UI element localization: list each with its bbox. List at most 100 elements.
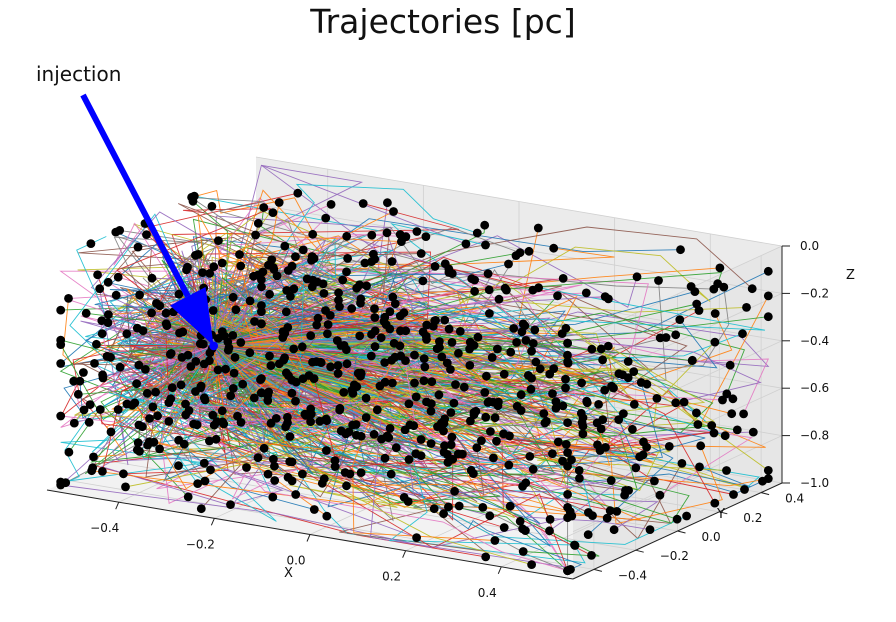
endpoint-496 [494, 397, 503, 407]
endpoint-429 [563, 490, 572, 499]
endpoint-551 [356, 368, 366, 378]
endpoint-423 [102, 351, 112, 361]
endpoint-330 [481, 240, 490, 250]
endpoint-431 [111, 227, 121, 237]
endpoint-625 [385, 424, 395, 433]
endpoint-633 [280, 328, 290, 338]
endpoint-244 [458, 449, 467, 459]
trajectory-606 [213, 331, 551, 427]
endpoint-352 [272, 271, 282, 281]
x-tick-label: 0.0 [286, 554, 305, 568]
endpoint-213 [145, 414, 154, 423]
endpoint-364 [454, 501, 464, 511]
endpoint-608 [268, 263, 278, 272]
endpoint-440 [205, 269, 215, 278]
endpoint-690 [720, 431, 730, 441]
endpoint-571 [521, 478, 531, 488]
endpoint-585 [253, 453, 263, 463]
endpoint-94 [380, 358, 390, 367]
endpoint-180 [281, 307, 291, 317]
endpoint-426 [621, 486, 630, 495]
endpoint-529 [181, 410, 191, 420]
endpoint-8 [455, 327, 465, 336]
injection-arrow [80, 93, 214, 346]
endpoint-357 [56, 411, 66, 421]
endpoint-636 [551, 403, 561, 413]
endpoint-660 [528, 464, 538, 474]
endpoint-376 [270, 461, 279, 471]
grid-line [572, 245, 783, 343]
endpoint-676 [219, 419, 229, 429]
trajectory-657 [153, 345, 568, 572]
endpoint-442 [558, 456, 567, 466]
endpoint-115 [512, 338, 521, 347]
endpoint-322 [454, 348, 463, 358]
endpoint-206 [230, 353, 240, 362]
endpoint-413 [56, 340, 66, 349]
endpoint-145 [485, 511, 495, 521]
y-tick [593, 568, 603, 572]
endpoint-698 [223, 345, 233, 355]
endpoint-37 [103, 277, 113, 287]
endpoint-12 [533, 223, 543, 233]
endpoint-477 [623, 357, 633, 366]
trajectory-530 [106, 345, 327, 451]
endpoint-617 [164, 417, 174, 426]
endpoint-552 [191, 357, 201, 366]
trajectory-685 [197, 283, 606, 404]
endpoint-568 [339, 341, 349, 350]
endpoint-564 [98, 467, 107, 476]
endpoint-174 [399, 308, 409, 318]
endpoint-502 [307, 282, 317, 292]
endpoint-483 [98, 373, 108, 383]
endpoint-661 [504, 259, 513, 269]
endpoint-628 [447, 269, 457, 278]
endpoint-365 [645, 525, 655, 534]
trajectory-470 [213, 183, 478, 347]
endpoint-672 [490, 536, 500, 545]
endpoint-286 [650, 476, 659, 486]
endpoint-591 [548, 389, 557, 398]
endpoint-693 [713, 279, 723, 289]
endpoint-618 [253, 270, 263, 280]
x-tick [402, 550, 407, 558]
endpoint-65 [251, 230, 260, 240]
endpoint-388 [577, 418, 587, 427]
endpoint-148 [236, 338, 246, 347]
endpoint-654 [280, 353, 289, 363]
trajectory-607 [213, 284, 583, 347]
endpoint-461 [636, 378, 646, 387]
endpoint-550 [439, 419, 449, 428]
endpoint-237 [175, 328, 184, 338]
endpoint-696 [618, 370, 628, 380]
trajectory-662 [204, 265, 264, 389]
endpoint-374 [388, 378, 397, 388]
endpoint-626 [298, 245, 308, 255]
endpoint-256 [263, 469, 273, 479]
endpoint-468 [380, 453, 390, 463]
endpoint-353 [427, 377, 437, 387]
y-tick [677, 530, 686, 534]
endpoint-641 [379, 317, 389, 326]
endpoint-557 [345, 469, 355, 479]
endpoint-443 [459, 382, 469, 392]
endpoint-510 [385, 324, 395, 334]
endpoint-409 [391, 443, 401, 453]
endpoint-562 [89, 452, 98, 462]
endpoint-284 [499, 523, 509, 532]
endpoint-351 [692, 408, 701, 418]
endpoint-382 [282, 286, 292, 295]
endpoint-492 [420, 362, 430, 372]
endpoint-25 [95, 284, 105, 294]
endpoint-530 [322, 446, 331, 455]
endpoint-3 [64, 447, 74, 457]
endpoint-506 [600, 385, 610, 395]
endpoint-671 [418, 327, 428, 337]
endpoint-339 [259, 443, 269, 453]
endpoint-547 [575, 474, 584, 483]
trajectory-677 [195, 331, 417, 410]
endpoint-541 [451, 380, 460, 389]
endpoint-294 [119, 469, 128, 479]
endpoint-290 [370, 304, 379, 314]
endpoint-140 [151, 387, 161, 397]
